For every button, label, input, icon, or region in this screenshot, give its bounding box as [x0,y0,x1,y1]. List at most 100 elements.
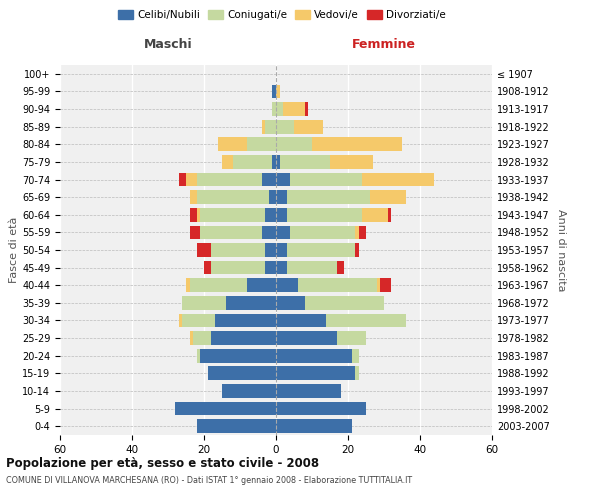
Bar [186,278,190,292]
Bar [276,349,352,362]
Bar [265,208,276,222]
Bar [186,172,197,186]
Bar [287,260,337,274]
Bar [287,208,362,222]
Bar [326,314,406,328]
Bar [175,402,276,415]
Bar [290,172,362,186]
Bar [276,138,312,151]
Bar [276,260,287,274]
Bar [276,84,280,98]
Legend: Celibi/Nubili, Coniugati/e, Vedovi/e, Divorziati/e: Celibi/Nubili, Coniugati/e, Vedovi/e, Di… [116,8,448,22]
Bar [222,384,276,398]
Bar [190,278,247,292]
Bar [276,402,366,415]
Bar [388,208,391,222]
Bar [305,296,384,310]
Bar [179,314,182,328]
Bar [276,420,352,433]
Bar [312,138,402,151]
Text: Femmine: Femmine [352,38,416,51]
Bar [276,102,283,116]
Bar [190,190,197,204]
Bar [262,226,276,239]
Bar [298,278,377,292]
Bar [362,172,434,186]
Bar [190,331,193,345]
Bar [276,384,341,398]
Bar [276,155,280,169]
Bar [215,314,276,328]
Bar [197,190,269,204]
Bar [262,120,265,134]
Bar [272,155,276,169]
Bar [330,155,373,169]
Bar [377,278,380,292]
Bar [211,260,265,274]
Bar [211,331,276,345]
Bar [179,172,186,186]
Bar [190,208,197,222]
Bar [276,314,326,328]
Bar [197,349,200,362]
Bar [276,226,290,239]
Bar [272,84,276,98]
Bar [265,120,276,134]
Bar [337,260,344,274]
Bar [352,349,359,362]
Bar [247,138,276,151]
Bar [204,260,211,274]
Bar [265,260,276,274]
Bar [362,208,388,222]
Bar [269,190,276,204]
Bar [280,155,330,169]
Bar [276,278,298,292]
Bar [355,366,359,380]
Bar [276,208,287,222]
Bar [193,331,211,345]
Bar [294,120,323,134]
Bar [355,243,359,257]
Bar [222,155,233,169]
Bar [276,172,290,186]
Bar [190,226,200,239]
Bar [355,226,359,239]
Bar [359,226,366,239]
Bar [380,278,391,292]
Text: Maschi: Maschi [143,38,193,51]
Bar [276,120,294,134]
Bar [283,102,305,116]
Bar [337,331,366,345]
Bar [265,243,276,257]
Bar [200,226,262,239]
Bar [287,243,355,257]
Bar [197,243,211,257]
Bar [276,296,305,310]
Bar [276,243,287,257]
Bar [182,296,226,310]
Bar [287,190,370,204]
Bar [233,155,272,169]
Bar [218,138,247,151]
Bar [226,296,276,310]
Bar [276,366,355,380]
Bar [370,190,406,204]
Bar [182,314,215,328]
Y-axis label: Anni di nascita: Anni di nascita [556,209,566,291]
Y-axis label: Fasce di età: Fasce di età [9,217,19,283]
Text: Popolazione per età, sesso e stato civile - 2008: Popolazione per età, sesso e stato civil… [6,458,319,470]
Text: COMUNE DI VILLANOVA MARCHESANA (RO) - Dati ISTAT 1° gennaio 2008 - Elaborazione : COMUNE DI VILLANOVA MARCHESANA (RO) - Da… [6,476,412,485]
Bar [276,190,287,204]
Bar [211,243,265,257]
Bar [276,331,337,345]
Bar [197,172,262,186]
Bar [272,102,276,116]
Bar [247,278,276,292]
Bar [200,349,276,362]
Bar [208,366,276,380]
Bar [290,226,355,239]
Bar [200,208,265,222]
Bar [305,102,308,116]
Bar [262,172,276,186]
Bar [197,208,200,222]
